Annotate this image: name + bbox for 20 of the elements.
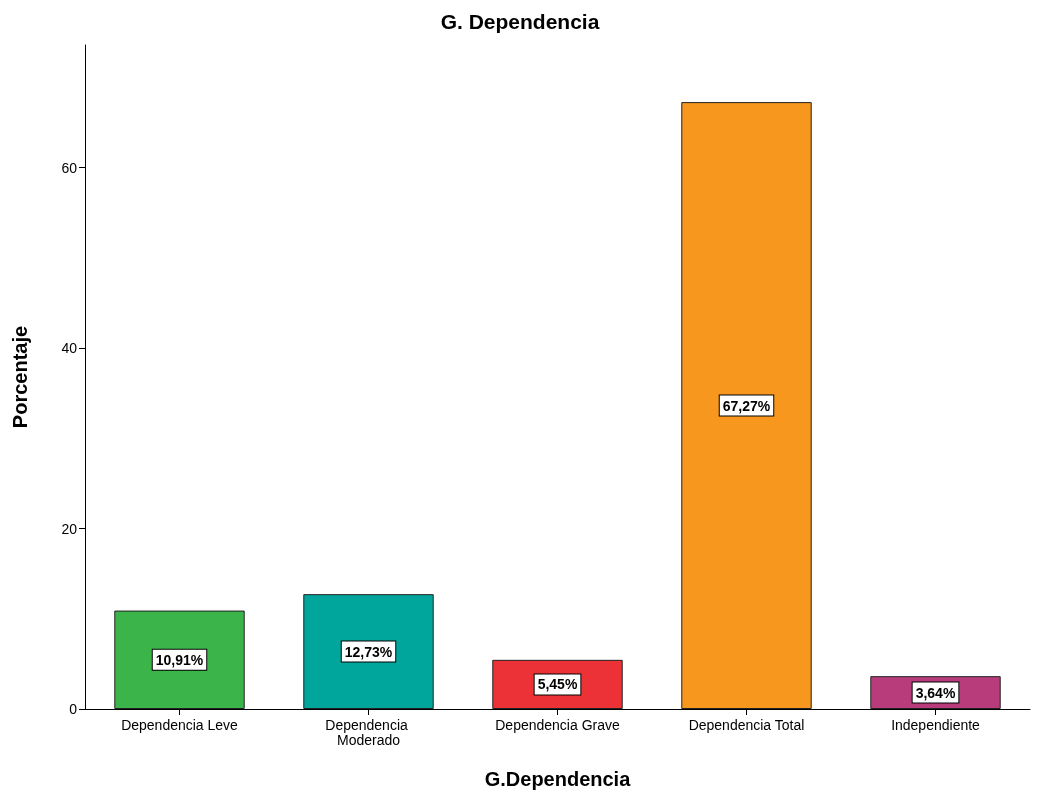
x-tick-label: Dependencia Total <box>688 716 805 733</box>
data-label: 12,73% <box>344 643 393 660</box>
y-tick-label: 60 <box>61 159 78 176</box>
y-tick-label: 40 <box>61 340 78 357</box>
bar <box>681 102 812 709</box>
data-label: 10,91% <box>155 651 204 668</box>
y-axis-title: Porcentaje <box>9 325 31 429</box>
data-label: 3,64% <box>915 684 956 701</box>
bar <box>114 610 245 709</box>
x-tick-label: Dependencia Grave <box>495 716 620 733</box>
x-tick-label: Dependencia Leve <box>121 716 239 733</box>
y-tick-label: 0 <box>69 701 78 717</box>
x-tick-label: Dependencia Moderado <box>325 716 412 748</box>
data-label: 67,27% <box>722 397 771 414</box>
x-axis-title: G.Dependencia <box>484 768 632 790</box>
chart-title: G. Dependencia <box>440 10 600 33</box>
y-tick-label: 20 <box>61 520 78 537</box>
bar <box>303 594 434 709</box>
data-label: 5,45% <box>537 676 578 693</box>
x-tick-label: Independiente <box>891 716 981 733</box>
